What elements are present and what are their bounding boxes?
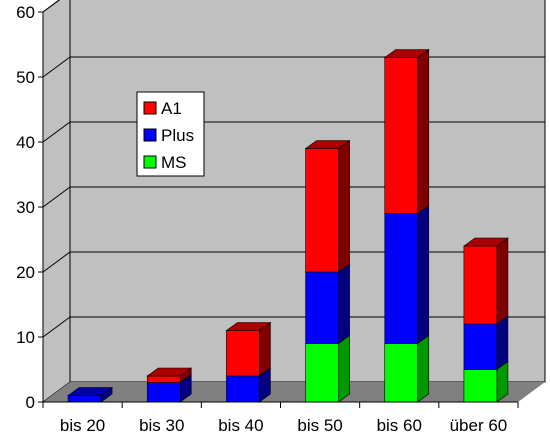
x-tick-label: bis 60 [377,416,422,435]
bar-segment-A1-front [226,330,260,377]
x-tick-label: bis 50 [297,416,342,435]
bar-segment-Plus-front [226,375,260,403]
axes: 0 10 20 30 40 50 60 bis 20 bis 30 bis 40 bis 50 bis… [16,3,519,435]
bar-segment-A1-top [225,322,272,331]
bar-stack-bis-20 [67,386,114,403]
bar-segment-MS-front [384,343,419,403]
legend-label-Plus: Plus [161,126,194,145]
legend: A1 Plus MS [136,91,205,177]
x-tick-label: über 60 [450,416,508,435]
gridline-diagonal [42,0,61,13]
legend-swatch-A1 [143,101,157,115]
legend-swatch-MS [143,155,157,169]
bar-stack-bis-50 [304,139,351,403]
bar-segment-A1-side [259,321,271,377]
y-tick-label: 60 [16,3,35,22]
bar-segment-Plus-side [338,263,350,345]
y-tick-label: 40 [16,133,35,152]
legend-label-A1: A1 [161,99,182,118]
bar-segment-MS-front [463,369,498,403]
bar-segment-Plus-side [496,315,509,371]
gridline-diagonal [42,316,71,338]
bar-segment-A1-top [146,367,193,377]
legend-swatch-Plus [143,128,157,142]
y-tick-label: 0 [26,393,35,412]
bar-segment-A1-top [383,49,430,58]
y-tick-label: 20 [16,263,35,282]
y-tick-label: 30 [16,198,35,217]
bar-segment-A1-side [417,48,430,215]
y-tick-label: 10 [16,328,35,347]
gridline-diagonal [42,186,71,208]
bar-segment-Plus-front [384,213,419,344]
y-tick-label: 50 [16,68,35,87]
bar-segment-MS-side [417,334,430,403]
gridline-diagonal [42,251,71,273]
bar-segment-A1-top [462,237,509,247]
bar-stack-über-60 [462,237,509,403]
gridline-diagonal [42,56,71,78]
bar-segment-Plus-front [463,323,498,370]
bar-segment-MS-side [338,334,350,403]
bar-stack-bis-30 [146,367,193,403]
x-tick-label: bis 20 [60,416,105,435]
bar-segment-A1-front [146,375,181,383]
bars [67,48,509,403]
bar-segment-Plus-front [146,382,181,403]
bar-segment-A1-front [463,245,498,325]
bar-segment-A1-front [305,148,339,273]
bar-segment-A1-side [496,237,509,325]
x-tick-label: bis 30 [139,416,184,435]
bar-segment-Plus-top [67,387,114,396]
x-tick-label: bis 40 [218,416,263,435]
legend-label-MS: MS [161,153,187,172]
bar-segment-A1-side [338,139,350,273]
bar-segment-A1-front [384,57,419,214]
bar-segment-Plus-side [417,204,430,345]
bar-segment-MS-front [305,343,339,403]
bar-stack-bis-60 [383,48,430,403]
gridline-diagonal [42,121,71,143]
bar-stack-bis-40 [225,321,272,403]
bar-segment-Plus-front [67,395,102,403]
bar-segment-Plus-front [305,271,339,344]
bar-segment-A1-top [304,140,351,149]
